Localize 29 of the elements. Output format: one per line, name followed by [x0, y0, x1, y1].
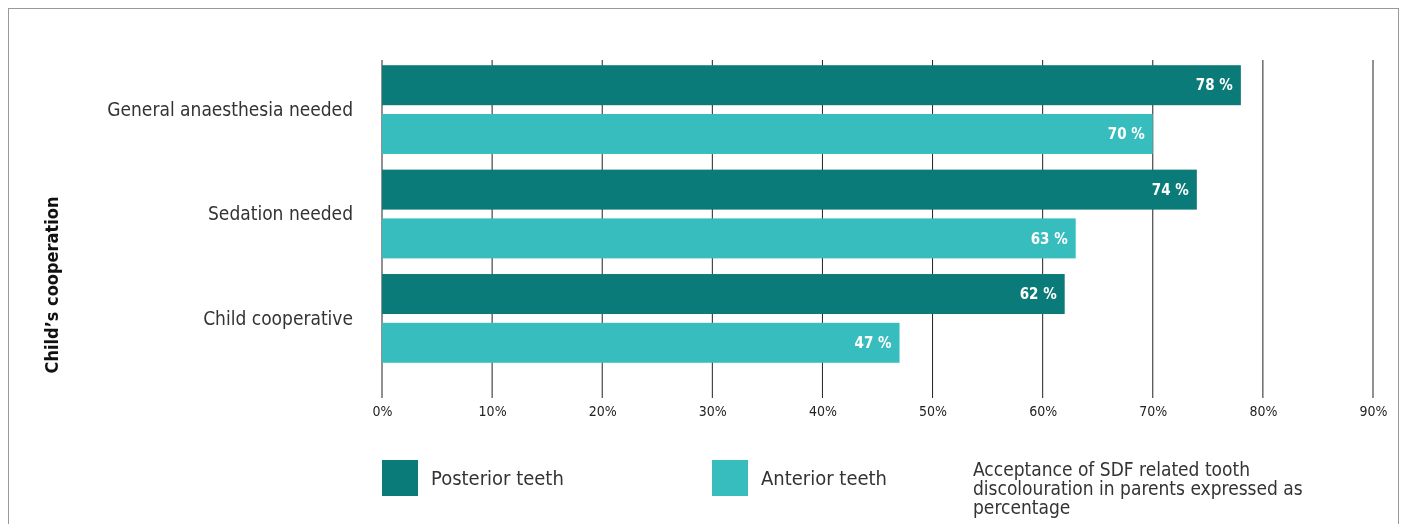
x-tick-label: 70%	[1139, 402, 1168, 419]
bar	[382, 274, 1065, 315]
x-tick-label: 40%	[808, 402, 837, 419]
data-label: 78 %	[1195, 76, 1234, 95]
legend-label: Anterior teeth	[761, 466, 887, 490]
x-tick-label: 80%	[1249, 402, 1278, 419]
x-tick-label: 60%	[1029, 402, 1058, 419]
data-label: 47 %	[854, 334, 892, 353]
data-label: 70 %	[1107, 125, 1146, 144]
data-label: 74 %	[1151, 180, 1190, 199]
x-tick-label: 20%	[588, 402, 617, 419]
x-tick-label: 0%	[372, 402, 393, 419]
data-label: 62 %	[1019, 285, 1058, 304]
bar	[382, 322, 900, 363]
bar	[382, 169, 1197, 210]
x-tick-label: 50%	[919, 402, 948, 419]
x-tick-label: 90%	[1359, 402, 1388, 419]
y-axis-title: Child’s cooperation	[41, 196, 62, 374]
y-tick-label: General anaesthesia needed	[107, 97, 353, 120]
x-tick-label: 30%	[698, 402, 727, 419]
text: Acceptance of SDF related tooth discolouration in parents expressed as percentage	[973, 458, 1303, 518]
bar	[382, 218, 1076, 259]
x-tick-label: 10%	[478, 402, 507, 419]
data-label: 63 %	[1030, 229, 1069, 248]
legend-label: Posterior teeth	[431, 466, 564, 490]
y-tick-label: Child cooperative	[203, 306, 353, 329]
bar	[382, 65, 1241, 106]
bar	[382, 113, 1153, 154]
y-tick-label: Sedation needed	[208, 202, 353, 225]
